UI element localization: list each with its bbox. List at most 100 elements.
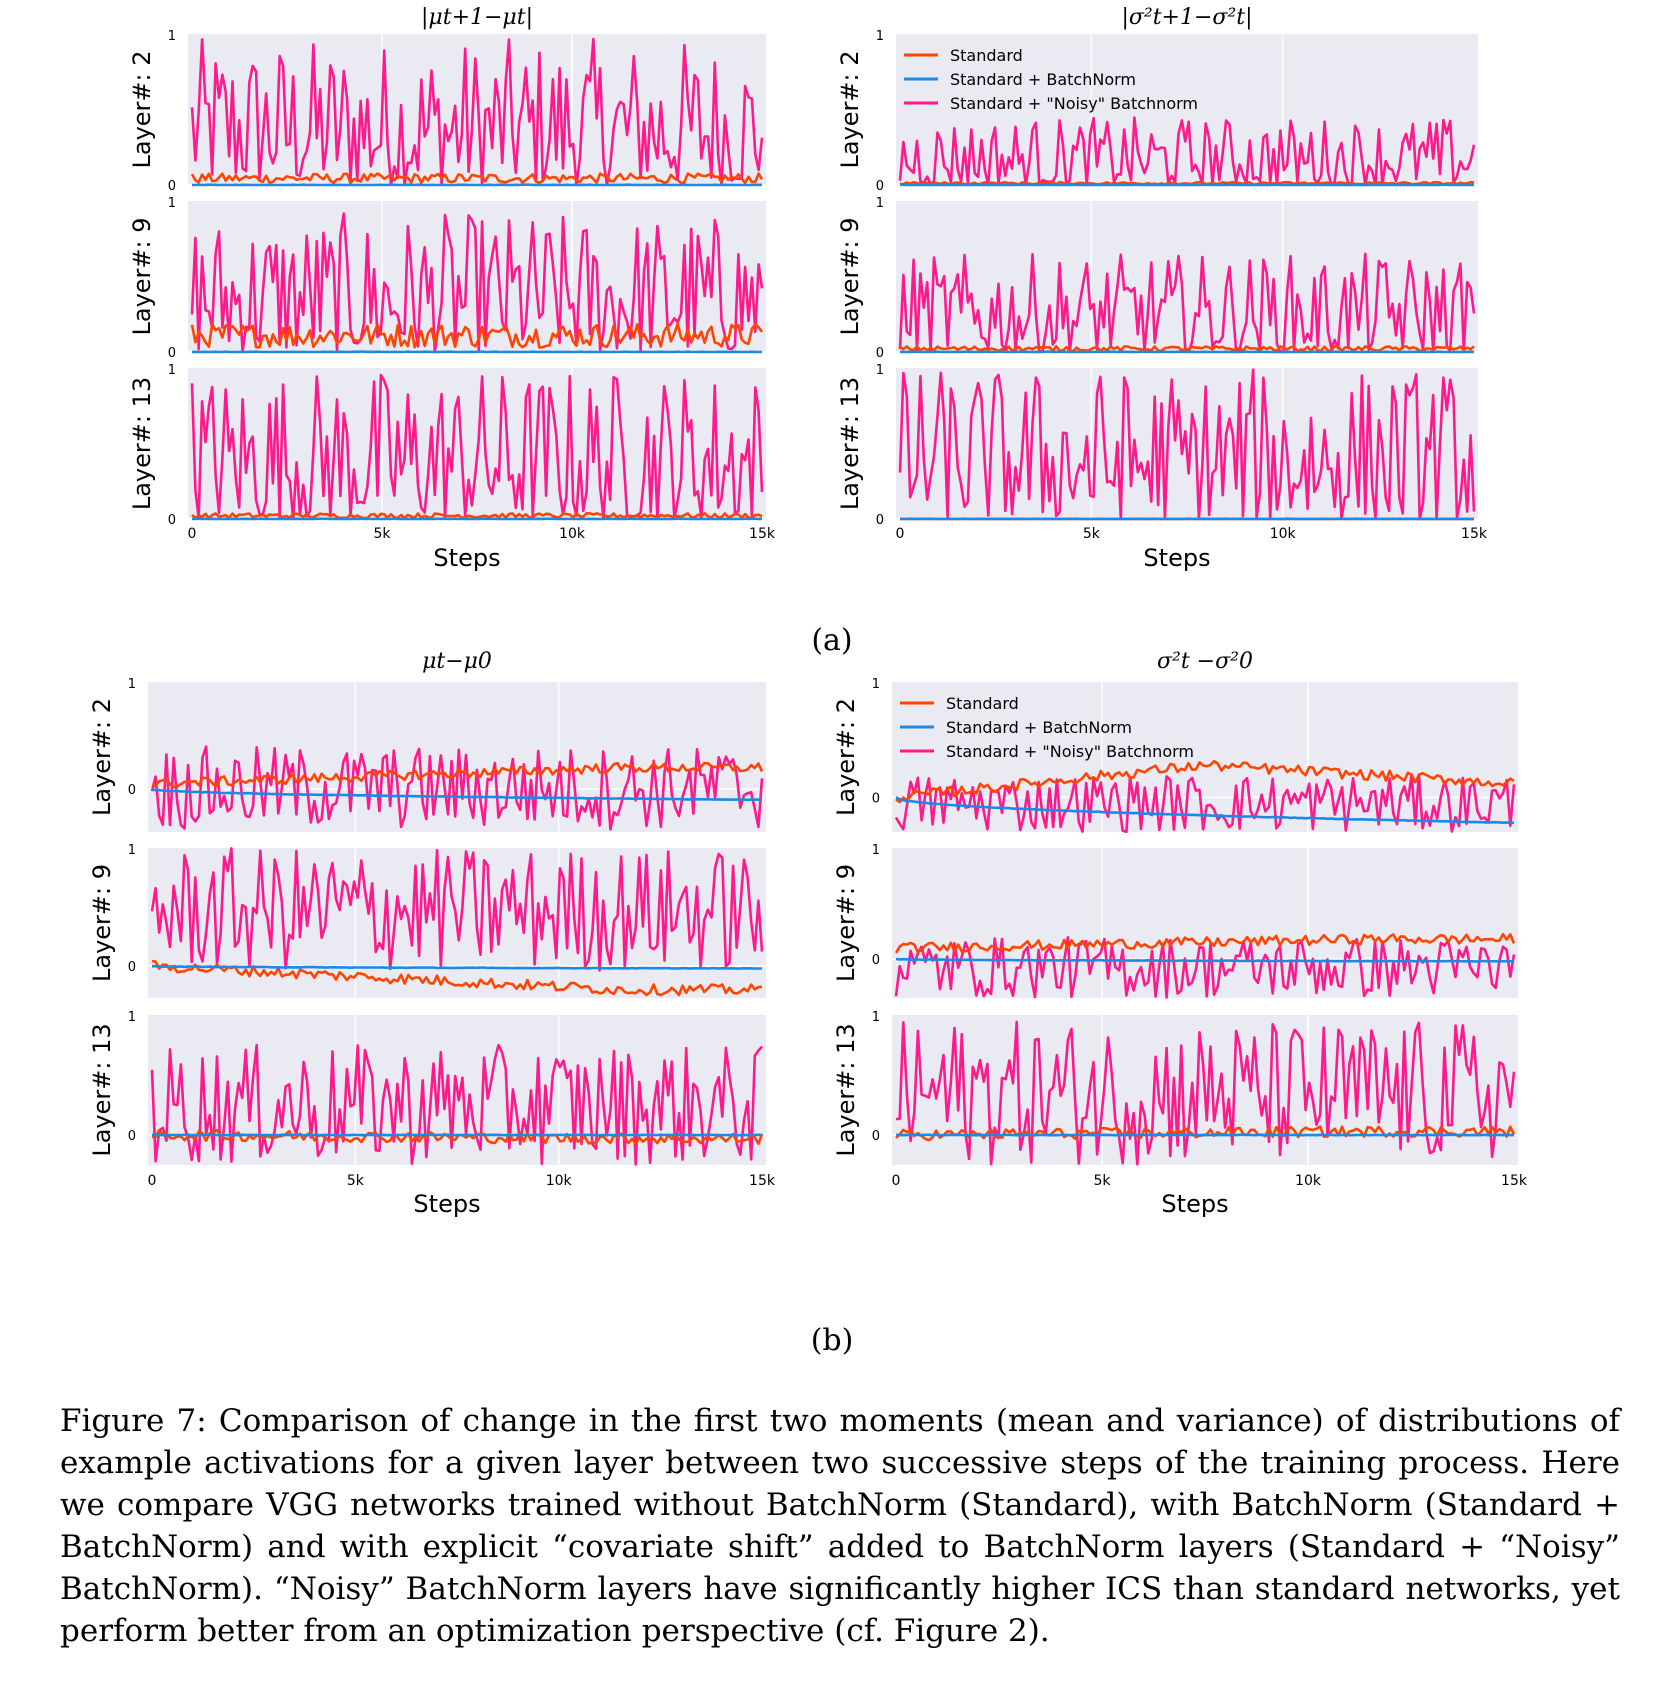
series-line-standard-noisy-batchnorm [150,1043,763,1166]
series-line-standard-noisy-batchnorm [894,773,1516,834]
x-tick-label: 10k [559,526,586,542]
subplot-layer-0: 1 0 Layer#: 2 [128,29,766,194]
x-tick-label: 0 [892,1173,901,1189]
x-tick-label: 15k [1501,1173,1528,1189]
figure-caption: Figure 7: Comparison of change in the fi… [60,1403,1620,1649]
y-tick-label: 0 [168,179,176,194]
y-tick-label: 0 [168,513,176,528]
plot-area [896,201,1478,352]
y-axis-label: Layer#: 2 [128,50,156,168]
y-axis-label: Layer#: 13 [128,377,156,510]
series-line-standard [899,180,1475,186]
x-axis-label: Steps [433,544,500,572]
y-tick-label: 1 [128,843,136,858]
subplot-layer-0: 1 0 Layer#: 2 [88,677,766,832]
y-tick-label: 1 [876,196,884,211]
y-tick-label: 1 [128,1010,136,1025]
subplot-layer-2: 1 0 Layer#: 13 [836,363,1478,528]
chart-title: |μt+1−μt| [421,5,533,30]
x-tick-label: 5k [1083,526,1101,542]
legend-label: Standard + BatchNorm [950,70,1136,89]
subplot-layer-2: 1 0 Layer#: 13 [88,1010,766,1166]
y-axis-label: Layer#: 13 [832,1023,860,1156]
y-axis-label: Layer#: 9 [832,864,860,982]
series-line-standard-noisy-batchnorm [150,745,764,831]
y-tick-label: 0 [128,1129,136,1144]
panel-a-label: (a) [811,623,852,658]
series-line-standard-noisy-batchnorm [895,1020,1516,1166]
y-axis-label: Layer#: 2 [836,50,864,168]
series-line-standard-noisy-batchnorm [150,847,764,972]
subplot-layer-1: 1 0 Layer#: 9 [836,196,1478,361]
y-axis-label: Layer#: 9 [88,864,116,982]
y-tick-label: 0 [876,346,884,361]
legend-label: Standard + "Noisy" Batchnorm [950,94,1198,113]
series-line-standard [895,759,1515,804]
legend-label: Standard [950,46,1023,65]
chart-title: σ²t −σ²0 [1157,649,1253,674]
legend-label: Standard [946,694,1019,713]
y-axis-label: Layer#: 9 [836,217,864,335]
x-tick-label: 10k [1295,1173,1322,1189]
series-line-standard-noisy-batchnorm [190,37,764,187]
subplot-layer-1: 1 0 Layer#: 9 [88,843,766,998]
chart-title: μt−μ0 [422,649,492,674]
y-tick-label: 0 [872,953,880,968]
series-line-standard [152,1128,764,1145]
x-tick-label: 5k [1093,1173,1111,1189]
y-tick-label: 0 [128,783,136,798]
y-tick-label: 1 [876,29,884,44]
series-line-standard-noisy-batchnorm [190,373,764,521]
legend: Standard Standard + BatchNorm Standard + "… [900,694,1194,761]
chart-title: |σ²t+1−σ²t| [1121,5,1252,30]
y-axis-label: Layer#: 2 [88,698,116,816]
x-tick-label: 5k [347,1173,365,1189]
series-line-standard-noisy-batchnorm [898,116,1476,187]
y-tick-label: 0 [168,346,176,361]
chart-a-left: |μt+1−μt| 1 0 Layer#: 2 1 0 Layer#: 9 1 0 Layer#:… [128,5,776,572]
y-axis-label: Layer#: 13 [88,1023,116,1156]
legend-label: Standard + "Noisy" Batchnorm [946,742,1194,761]
series-line-standard-batchnorm [151,787,763,802]
y-tick-label: 1 [168,29,176,44]
y-tick-label: 1 [872,677,880,692]
y-axis-label: Layer#: 13 [836,377,864,510]
subplot-layer-1: 1 0 Layer#: 9 [832,843,1518,999]
y-tick-label: 0 [872,791,880,806]
y-axis-label: Layer#: 2 [832,698,860,816]
x-tick-label: 5k [373,526,391,542]
subplot-layer-2: 1 0 Layer#: 13 [128,363,766,528]
y-tick-label: 0 [128,960,136,975]
series-line-standard-noisy-batchnorm [894,936,1516,999]
series-line-standard [894,933,1516,954]
x-tick-label: 15k [749,526,776,542]
series-line-standard-batchnorm [895,957,1515,963]
chart-b-right: σ²t −σ²0 1 0 Layer#: 2 1 0 Layer#: 9 1 0 Layer#: … [832,649,1528,1218]
subplot-layer-2: 1 0 Layer#: 13 [832,1010,1518,1166]
x-tick-label: 15k [1461,526,1488,542]
x-tick-label: 15k [749,1173,776,1189]
y-tick-label: 1 [168,363,176,378]
panel-b-label: (b) [811,1323,854,1358]
x-tick-label: 0 [188,526,197,542]
y-axis-label: Layer#: 9 [128,217,156,335]
y-tick-label: 1 [872,843,880,858]
x-axis-label: Steps [1143,544,1210,572]
subplot-layer-0: 1 0 Layer#: 2 [836,29,1478,194]
y-tick-label: 1 [876,363,884,378]
subplot-layer-0: 1 0 Layer#: 2 [832,677,1518,834]
y-tick-label: 1 [872,1010,880,1025]
legend: Standard Standard + BatchNorm Standard + "… [904,46,1198,113]
plot-area [148,682,766,832]
y-tick-label: 1 [168,196,176,211]
legend-label: Standard + BatchNorm [946,718,1132,737]
series-line-standard [190,172,764,185]
series-line-standard [151,761,764,789]
x-axis-label: Steps [413,1190,480,1218]
chart-b-left: μt−μ0 1 0 Layer#: 2 1 0 Layer#: 9 1 0 Layer#: 13 0… [88,649,776,1218]
y-tick-label: 1 [128,677,136,692]
chart-a-right: |σ²t+1−σ²t| 1 0 Layer#: 2 1 0 Layer#: 9 1 0 Layer… [836,5,1488,572]
x-tick-label: 10k [1270,526,1297,542]
y-tick-label: 0 [872,1129,880,1144]
